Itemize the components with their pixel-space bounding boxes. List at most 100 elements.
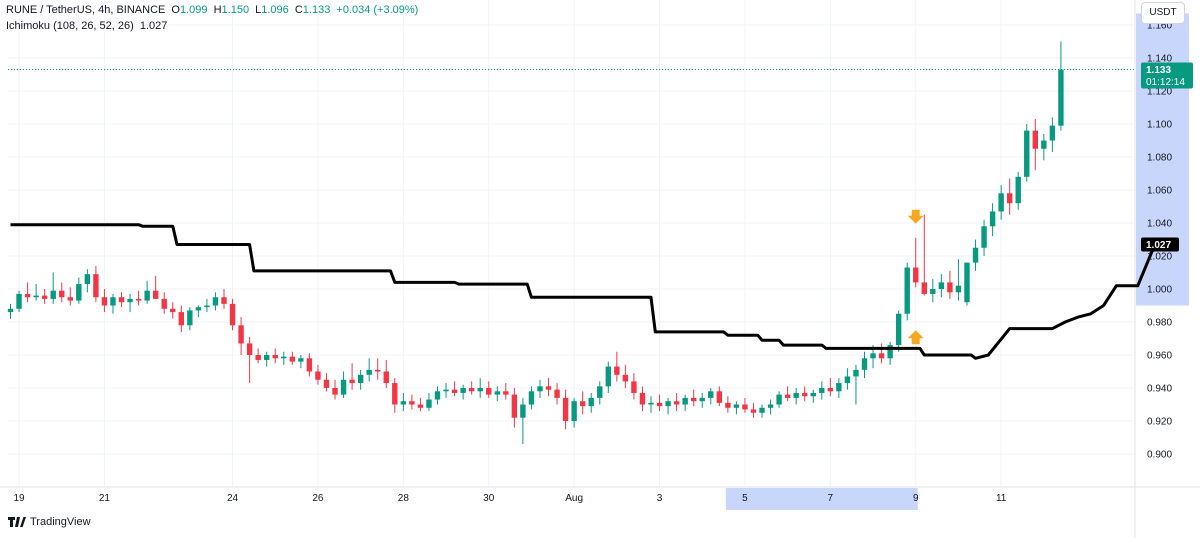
date-tick-label: 7 [828,493,834,504]
candle-down [486,388,492,395]
currency-button[interactable]: USDT [1141,2,1185,24]
price-tick-label: 1.080 [1147,153,1172,164]
candle-up [1058,69,1064,126]
candle-down [93,274,99,298]
candle-up [955,285,962,293]
candle-down [323,379,330,388]
candle-down [784,394,791,398]
price-tick-label: 1.040 [1147,219,1172,230]
candle-down [238,325,244,344]
high-label: H [213,4,222,16]
price-axis[interactable]: 1.160 1.140 1.120 1.100 1.080 1.060 1.040 1.020… [1147,21,1172,461]
candle-up [1024,130,1030,177]
candle-up [460,388,466,393]
price-tick-label: 0.920 [1147,417,1172,428]
price-tick-label: 1.120 [1147,87,1172,98]
candle-down [639,392,646,405]
candle-up [76,284,82,301]
selection-highlights [725,13,1189,510]
candle-up [1015,176,1021,204]
candle-down [272,355,278,359]
candle-up [597,386,603,398]
indicator-value: 1.027 [139,20,168,32]
candle-down [24,293,31,298]
candle-up [264,355,270,360]
candle-up [605,366,611,387]
candle-up [110,297,116,306]
candle-up [981,226,987,248]
candle-down [349,379,355,384]
candle-up [520,404,526,418]
date-tick-label: 21 [99,493,111,504]
candle-up [648,402,654,405]
candle-down [170,308,176,313]
open-label: O [171,4,180,16]
date-tick-label: 19 [13,493,25,504]
candle-up [494,391,500,395]
candle-down [562,397,569,421]
candle-down [417,404,424,408]
candle-up [930,289,936,294]
up-arrow-marker [907,330,924,345]
candle-up [904,267,910,314]
candle-up [144,290,150,301]
candle-up [400,401,407,405]
price-tick-label: 1.160 [1147,21,1172,32]
time-axis[interactable]: 19 21 24 26 28 30 Aug 3 5 7 9 11 [13,493,1006,504]
candle-up [665,401,671,407]
date-tick-label: 24 [227,493,239,504]
candle-up [819,388,825,393]
candle-up [870,353,876,359]
candle-up [571,401,577,421]
date-tick-label: 11 [996,493,1007,504]
candle-up [187,310,193,326]
candle-up [298,358,304,362]
candle-down [392,383,398,405]
candle-down [545,386,552,390]
indicator-badge [1141,237,1179,252]
tradingview-wordmark: TradingView [30,516,91,528]
candle-down [246,343,253,355]
down-arrow-marker [907,209,924,224]
candle-down [135,298,142,301]
candle-down [622,374,629,382]
candle-down [451,389,458,393]
candle-down [221,297,227,304]
candle-down [41,295,48,299]
candle-up [759,407,765,413]
candle-up [357,374,364,384]
candle-down [306,358,313,372]
symbol-title[interactable]: RUNE / TetherUS, 4h, BINANCE [6,4,166,16]
candle-up [84,274,91,285]
tradingview-logo[interactable]: TradingView [8,516,91,528]
candle-down [750,409,757,413]
indicator-name[interactable]: Ichimoku (108, 26, 52, 26) [6,20,134,32]
candle-down [742,404,748,410]
bar-countdown: 01:12:14 [1146,77,1185,88]
date-tick-label: Aug [565,493,583,504]
price-tick-label: 0.940 [1147,384,1172,395]
candle-down [878,353,885,359]
candle-down [59,290,65,298]
candle-up [588,397,594,407]
candle-down [913,267,919,283]
candle-up [733,404,740,408]
date-tick-label: 28 [398,493,410,504]
candle-up [366,369,372,375]
price-tick-label: 1.060 [1147,186,1172,197]
date-tick-label: 5 [742,493,748,504]
signal-arrows-group [907,209,924,345]
candle-up [767,404,774,408]
candle-down [725,402,731,408]
candle-up [340,379,347,395]
candle-up [204,305,210,308]
candle-down [152,290,159,299]
candle-down [554,389,560,398]
price-tick-label: 1.020 [1147,252,1172,263]
candle-down [118,297,125,303]
ichimoku-line-group [10,223,1157,360]
candle-down [579,401,586,407]
candle-up [836,383,842,392]
candle-up [793,392,799,398]
